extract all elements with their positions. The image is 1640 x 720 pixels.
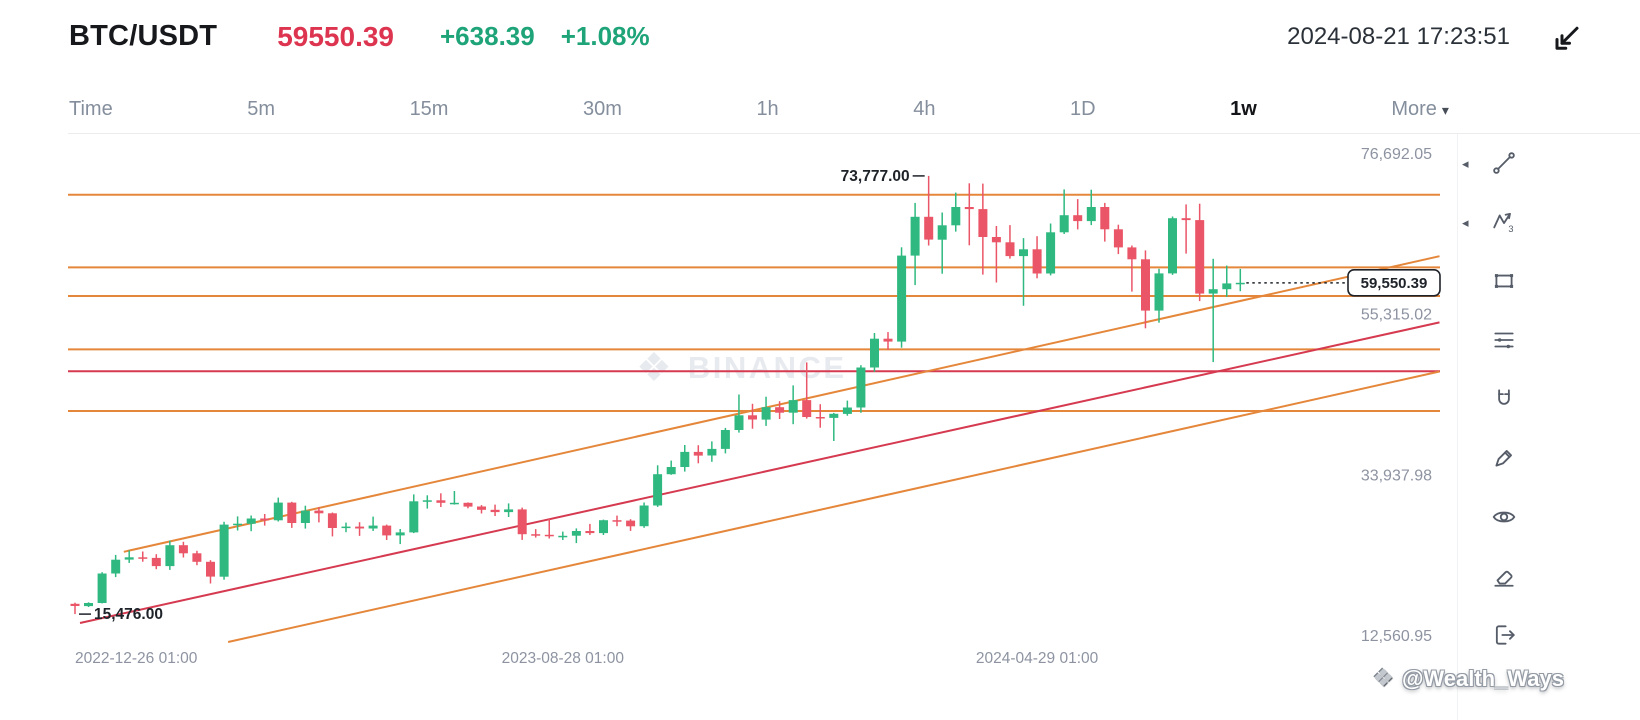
binance-watermark: ❖ BINANCE: [636, 348, 847, 388]
visibility-eye-tool-icon[interactable]: [1491, 504, 1517, 530]
svg-text:33,937.98: 33,937.98: [1361, 467, 1432, 484]
svg-text:15,476.00: 15,476.00: [94, 606, 163, 623]
tab-1d[interactable]: 1D: [1070, 98, 1096, 120]
exit-tool-icon[interactable]: [1491, 622, 1517, 648]
interval-tabs: Time 5m 15m 30m 1h 4h 1D 1w More ▾: [69, 98, 1449, 121]
pattern-waves-tool-icon[interactable]: 3: [1491, 209, 1517, 235]
collapse-icon[interactable]: [1552, 22, 1582, 52]
trendline-tool-icon[interactable]: [1491, 150, 1517, 176]
credit-diamond-icon: ❖: [1372, 665, 1394, 692]
shapes-rectangle-tool-icon[interactable]: [1491, 268, 1517, 294]
chart-toolbar-divider: [1457, 134, 1458, 720]
drawing-toolbar: 3: [1491, 150, 1517, 648]
pencil-tool-icon[interactable]: [1491, 445, 1517, 471]
tab-1h[interactable]: 1h: [756, 98, 779, 120]
tab-5m[interactable]: 5m: [247, 98, 276, 120]
chart-header: BTC/USDT 59550.39 +638.39 +1.08% 2024-08…: [69, 20, 1582, 53]
tab-30m[interactable]: 30m: [583, 98, 622, 120]
last-price-marker: 59,550.39: [1246, 268, 1441, 297]
svg-text:2023-08-28 01:00: 2023-08-28 01:00: [502, 650, 625, 667]
credit-watermark: ❖ @Wealth_Ways: [1372, 666, 1564, 692]
svg-text:59,550.39: 59,550.39: [1361, 275, 1428, 292]
price-change-percent: +1.08%: [560, 21, 650, 51]
tabs-divider: [68, 133, 1640, 134]
pattern-options-chevron-icon[interactable]: ◂: [1462, 215, 1469, 230]
price-axis-labels: 76,692.05 55,315.02 33,937.98 12,560.95: [1361, 146, 1432, 645]
credit-text: @Wealth_Ways: [1401, 666, 1564, 691]
svg-text:2024-04-29 01:00: 2024-04-29 01:00: [976, 650, 1099, 667]
tab-more[interactable]: More ▾: [1391, 98, 1449, 121]
trendline-options-chevron-icon[interactable]: ◂: [1462, 156, 1469, 171]
caret-down-icon: ▾: [1441, 102, 1449, 118]
binance-watermark-text: BINANCE: [687, 350, 847, 385]
tab-15m[interactable]: 15m: [409, 98, 449, 120]
chart-annotations: 73,777.00 15,476.00: [79, 168, 925, 623]
eraser-tool-icon[interactable]: [1491, 563, 1517, 589]
svg-text:12,560.95: 12,560.95: [1361, 628, 1432, 645]
tab-4h[interactable]: 4h: [913, 98, 936, 120]
candles-layer: [70, 175, 1245, 615]
symbol-title: BTC/USDT: [69, 20, 218, 52]
tab-time[interactable]: Time: [69, 98, 113, 120]
time-axis-labels: 2022-12-26 01:00 2023-08-28 01:00 2024-04-…: [75, 650, 1099, 667]
svg-text:2022-12-26 01:00: 2022-12-26 01:00: [75, 650, 198, 667]
datetime-label: 2024-08-21 17:23:51: [1287, 22, 1510, 50]
last-price: 59550.39: [277, 20, 394, 52]
svg-text:73,777.00: 73,777.00: [841, 168, 910, 185]
svg-text:76,692.05: 76,692.05: [1361, 146, 1432, 163]
svg-text:3: 3: [1508, 224, 1513, 234]
trend-lines: [79, 255, 1440, 643]
tab-1w[interactable]: 1w: [1230, 98, 1257, 120]
price-change: +638.39: [440, 21, 535, 51]
magnet-tool-icon[interactable]: [1491, 386, 1517, 412]
svg-text:55,315.02: 55,315.02: [1361, 307, 1432, 324]
fib-lines-tool-icon[interactable]: [1491, 327, 1517, 353]
binance-diamond-icon: ❖: [636, 346, 672, 390]
tab-more-label: More: [1391, 98, 1437, 120]
